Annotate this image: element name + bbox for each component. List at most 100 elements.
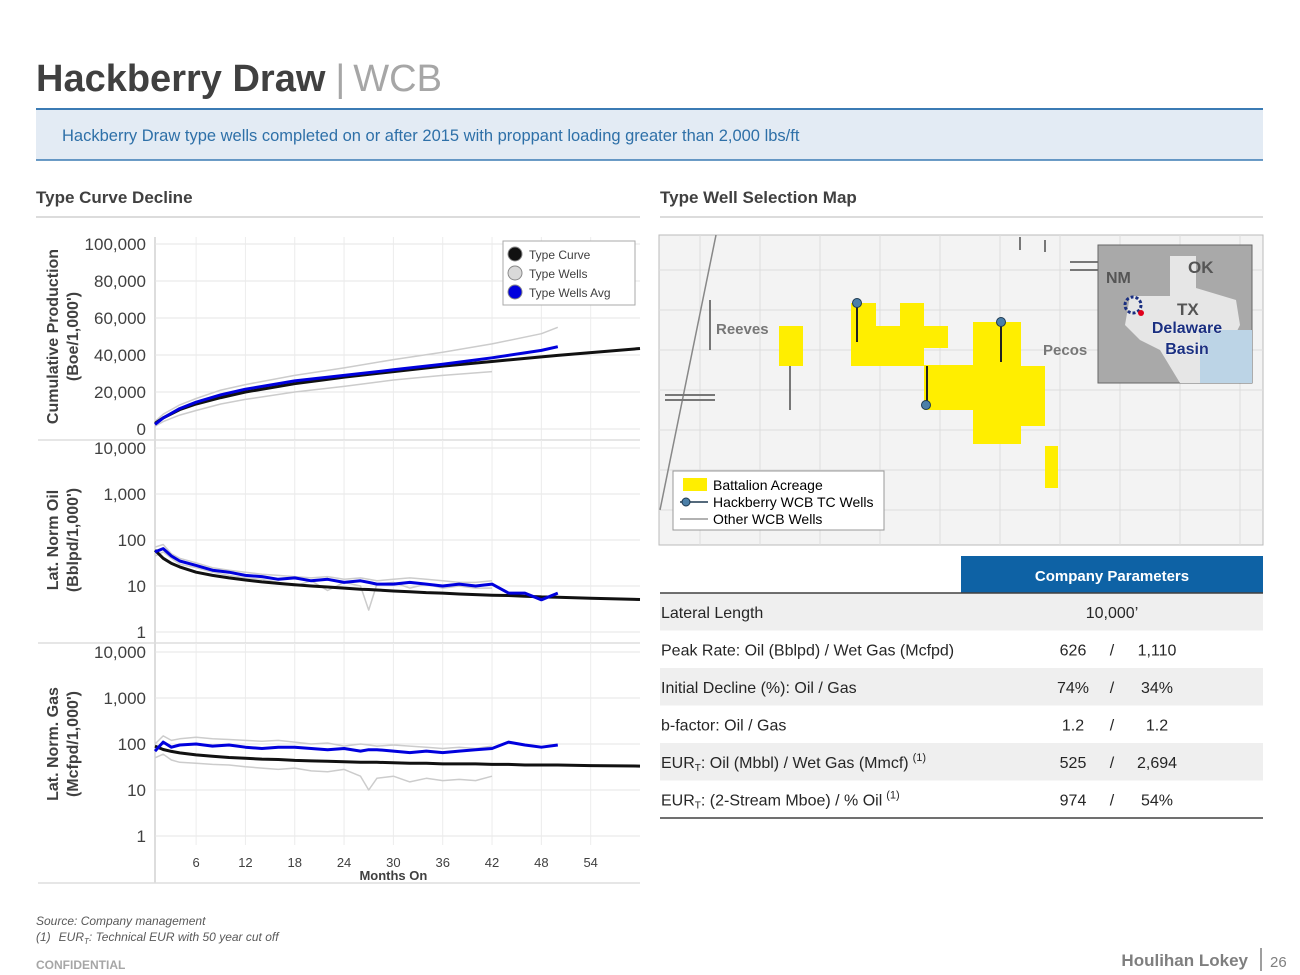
row-bg [660,743,1263,781]
row-value: 2,694 [1137,755,1177,772]
y-tick-label: 100 [118,531,146,550]
y-tick-label: 100,000 [85,235,146,254]
acreage [779,303,1058,488]
x-axis-label: Months On [359,868,427,883]
legend-label: Other WCB Wells [713,511,822,527]
y-tick-label: 10,000 [94,643,146,662]
row-label-rest: : (2-Stream Mboe) / % Oil [701,793,882,810]
row-label-rest: : Oil (Mbbl) / Wet Gas (Mmcf) [701,755,909,772]
footnote-text: EUR [59,930,85,944]
legend-label: Type Wells [529,267,587,281]
y-tick-label: 1,000 [103,485,146,504]
table: Lateral Length 10,000’ Peak Rate: Oil (Bbl… [660,592,1263,819]
row-label: EURT: Oil (Mbbl) / Wet Gas (Mmcf) (1) [661,752,926,774]
y-tick-label: 1 [137,827,146,846]
basin-outline [1123,295,1143,315]
row-value: 1.2 [1062,718,1084,735]
series-line [154,547,559,602]
series-line [153,740,558,755]
brand: Houlihan Lokey [1121,951,1248,970]
row-value: 10,000’ [1086,605,1139,622]
road [659,234,717,511]
footnote: Source: Company management [36,914,206,928]
y-tick-label: 10 [127,781,146,800]
y-tick-label: 0 [137,420,146,439]
tc-well-head [852,298,862,308]
x-tick-label: 18 [288,855,302,870]
footnote-sub: T [84,937,90,946]
page-number: 26 [1270,954,1287,971]
row-value: 525 [1060,755,1087,772]
series-line [154,326,559,423]
tc-well [856,303,1002,404]
footnote: (1) EURT: Technical EUR with 50 year cut … [36,930,280,946]
title: Hackberry Draw [36,58,326,100]
x-tick-label: 30 [386,855,400,870]
other-wells [665,237,1100,410]
y-axis-label: (Bblpd/1,000') [65,488,82,592]
table-header: Company Parameters [1035,568,1189,585]
y-axis-label: (Mcfpd/1,000') [65,691,82,797]
x-tick-label: 42 [485,855,499,870]
row-label-main: EUR [661,755,695,772]
county-label: Reeves [716,321,769,338]
x-tick-label: 6 [192,855,199,870]
row-value: 626 [1060,643,1087,660]
y-tick-label: 20,000 [94,383,146,402]
banner-bg [36,110,1263,160]
state-label: TX [1177,300,1199,319]
row-label-main: EUR [661,793,695,810]
y-tick-label: 100 [118,735,146,754]
y-tick-label: 60,000 [94,309,146,328]
y-tick-label: 10 [127,577,146,596]
legend-swatch [507,246,523,262]
table-header-bg [961,556,1263,593]
state-label: OK [1188,258,1214,277]
slide-title: Hackberry Draw | WCB [36,58,442,100]
series-line [153,549,641,601]
series-line [154,345,559,426]
x-tick-label: 48 [534,855,548,870]
basin-label: Delaware [1152,320,1222,337]
tc-well-head [996,317,1006,327]
confidential: CONFIDENTIAL [36,958,125,972]
legend-swatch [507,284,523,300]
section-heading: Type Curve Decline [36,188,193,207]
x-tick-label: 36 [435,855,449,870]
row-label: b-factor: Oil / Gas [661,718,786,735]
legend-swatch [507,265,523,281]
banner-text: Hackberry Draw type wells completed on o… [62,127,800,145]
row-value: 974 [1060,793,1087,810]
row-label: Lateral Length [661,605,763,622]
row-value: 1,110 [1138,643,1177,660]
y-axis-label: Lat. Norm Oil [45,490,62,590]
row-label-sub: T [695,763,701,774]
series-line [154,735,493,750]
row-label-note: (1) [913,752,926,764]
gulf [1200,330,1252,383]
y-tick-label: 1,000 [103,689,146,708]
row-value: / [1110,680,1115,697]
row-label-note: (1) [886,790,899,802]
y-axis-label: Lat. Norm. Gas [45,687,62,801]
legend-swatch [681,497,691,507]
row-value: 54% [1141,793,1173,810]
x-tick-label: 24 [337,855,351,870]
basin-label: Basin [1165,341,1209,358]
state-label: NM [1106,270,1131,287]
legend-label: Type Wells Avg [529,286,611,300]
legend-box [502,240,636,306]
row-bg [660,593,1263,631]
y-tick-label: 40,000 [94,346,146,365]
y-tick-label: 1 [137,623,146,642]
row-value: 1.2 [1146,718,1168,735]
row-value: / [1110,643,1115,660]
y-axis-label: Cumulative Production [45,249,62,424]
row-value: / [1110,755,1115,772]
county-label: Pecos [1043,342,1087,359]
title-separator: | [335,58,345,100]
tc-well-head [921,400,931,410]
row-value: 74% [1057,680,1089,697]
series-line [154,744,641,768]
